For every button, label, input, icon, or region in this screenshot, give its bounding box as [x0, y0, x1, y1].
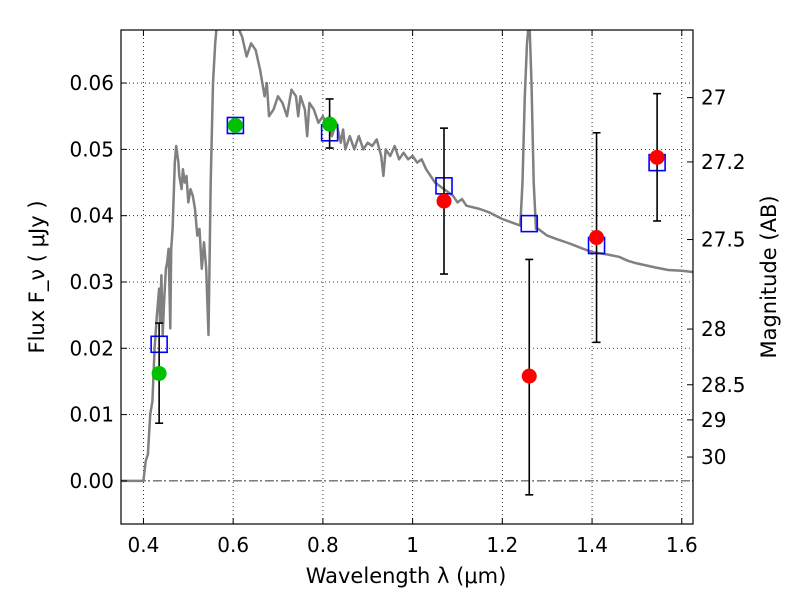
- x-tick-label: 1.2: [486, 533, 518, 557]
- y-tick-label: 0.01: [69, 403, 114, 427]
- magnitude-tick-label: 28: [701, 317, 726, 341]
- magnitude-tick-label: 30: [701, 445, 726, 469]
- plot-frame: [120, 29, 694, 525]
- y-tick-label: 0.03: [69, 270, 114, 294]
- y-tick-label: 0.05: [69, 137, 114, 161]
- y-axis-label: Flux F_ν ( μJy ): [25, 200, 50, 353]
- magnitude-tick-label: 27: [701, 86, 726, 110]
- magnitude-tick-label: 27.5: [701, 228, 746, 252]
- green-data-point: [151, 365, 167, 381]
- model-flux-square: [226, 116, 245, 135]
- magnitude-tick-label: 27.2: [701, 150, 746, 174]
- spectrum-line: [121, 30, 693, 483]
- x-axis-label: Wavelength λ (μm): [306, 564, 507, 588]
- x-tick-label: 1.6: [666, 533, 698, 557]
- x-tick-label: 0.8: [307, 533, 339, 557]
- y-tick-label: 0.04: [69, 204, 114, 228]
- x-tick-label: 0.6: [217, 533, 249, 557]
- y-tick-label: 0.00: [69, 469, 114, 493]
- red-data-point: [649, 149, 665, 165]
- red-data-point: [589, 230, 605, 246]
- y-tick-label: 0.02: [69, 336, 114, 360]
- magnitude-tick-label: 28.5: [701, 373, 746, 397]
- red-data-point: [521, 368, 537, 384]
- x-tick-label: 0.4: [128, 533, 160, 557]
- x-tick-label: 1.4: [576, 533, 608, 557]
- y-tick-label: 0.06: [69, 71, 114, 95]
- green-data-point: [227, 117, 243, 133]
- green-data-point: [322, 116, 338, 132]
- data-layer: [121, 30, 693, 496]
- x-tick-label: 1: [406, 533, 419, 557]
- ticks: 0.4 0.6 0.8 1 1.2 1.4 1.6 0.00 0.01 0.02 0.03 0.04 0…: [69, 30, 746, 557]
- red-data-point: [436, 193, 452, 209]
- model-flux-square: [520, 214, 539, 233]
- magnitude-tick-label: 29: [701, 408, 726, 432]
- y2-axis-label: Magnitude (AB): [757, 195, 781, 358]
